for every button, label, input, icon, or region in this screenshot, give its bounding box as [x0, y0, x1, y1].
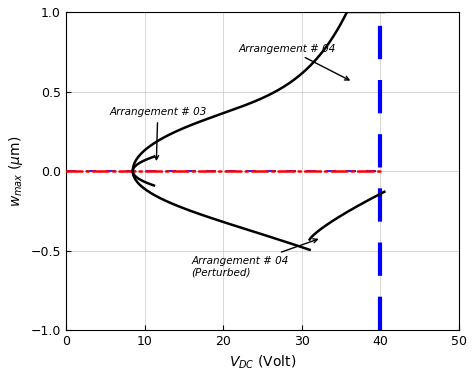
- X-axis label: $V_{DC}$ (Volt): $V_{DC}$ (Volt): [229, 354, 296, 371]
- Text: Arrangement # 04: Arrangement # 04: [239, 43, 349, 80]
- Text: Arrangement # 04
(Perturbed): Arrangement # 04 (Perturbed): [191, 239, 318, 277]
- Text: Arrangement # 03: Arrangement # 03: [109, 107, 207, 160]
- Y-axis label: $w_{max}$ ($\mu$m): $w_{max}$ ($\mu$m): [7, 135, 25, 207]
